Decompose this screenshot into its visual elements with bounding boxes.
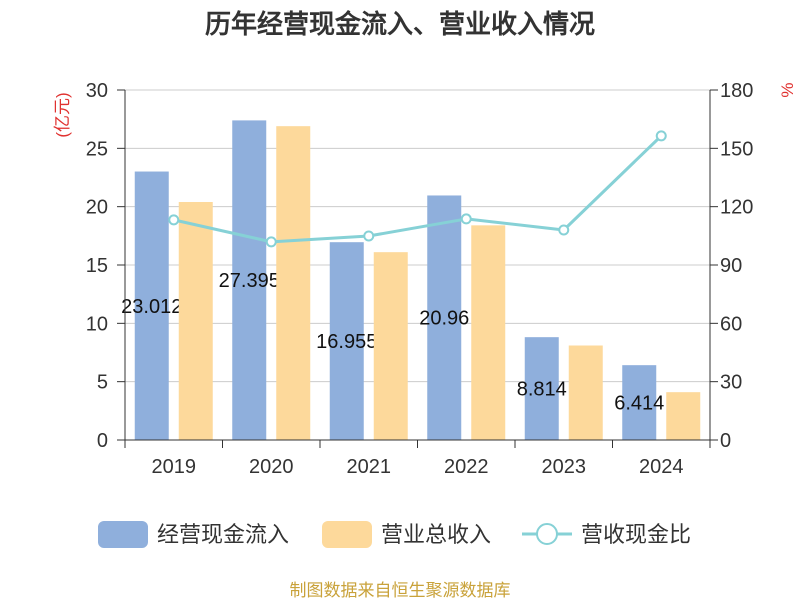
ratio-line-series: [168, 130, 667, 248]
ratio-point-2022: [460, 213, 472, 225]
right-axis-tick-label: 60: [720, 313, 742, 335]
bar-cash-inflow-2020: [232, 120, 267, 441]
bar-revenue-2022: [471, 225, 506, 440]
data-label-cash-inflow-2022: 20.96: [419, 308, 469, 330]
gridlines: [125, 89, 710, 383]
data-label-cash-inflow-2019: 23.012: [121, 296, 182, 318]
right-axis-tick-label: 0: [720, 430, 731, 452]
x-axis-tick-label: 2022: [444, 456, 489, 478]
left-axis-tick-label: 30: [86, 80, 108, 102]
left-axis-tick-label: 15: [86, 255, 108, 277]
bar-revenue-2019: [178, 202, 213, 440]
ratio-point-2024: [655, 130, 667, 142]
right-axis-tick-label: 30: [720, 372, 742, 394]
ratio-point-2019: [168, 214, 180, 226]
right-axis-tick-label: 120: [720, 197, 753, 219]
left-axis-tick-label: 20: [86, 197, 108, 219]
right-axis-tick-label: 90: [720, 255, 742, 277]
legend-label-revenue: 营业总收入: [381, 522, 491, 547]
x-axis-tick-label: 2019: [152, 456, 197, 478]
left-axis-tick-label: 25: [86, 138, 108, 160]
bar-cash-inflow-2023: [524, 337, 559, 440]
data-label-cash-inflow-2021: 16.955: [316, 331, 377, 353]
ratio-line: [173, 134, 663, 244]
cash-inflow-data-labels: 23.012 27.395 16.955 20.96 8.814 6.414: [121, 270, 664, 414]
chart-title: 历年经营现金流入、营业收入情况: [205, 9, 595, 39]
legend-swatch-revenue: [322, 521, 372, 548]
bar-cash-inflow-2024: [622, 365, 657, 440]
left-axis-tick-label: 10: [86, 313, 108, 335]
right-axis-tick-label: 180: [720, 80, 753, 102]
legend-label-ratio: 营收现金比: [581, 522, 691, 547]
data-label-cash-inflow-2020: 27.395: [219, 270, 280, 292]
axes: 0 5 10 15 20 25 30 0 30 60 90 120 150 180 2019 2020 2021…: [86, 80, 754, 478]
legend-swatch-cash-inflow: [98, 521, 148, 548]
data-label-cash-inflow-2023: 8.814: [517, 379, 567, 401]
ratio-point-2020: [265, 236, 277, 248]
cash-inflow-bars: [134, 120, 657, 441]
x-axis-tick-label: 2023: [542, 456, 587, 478]
bar-revenue-2021: [373, 252, 408, 440]
legend-item-revenue[interactable]: 营业总收入: [322, 521, 491, 548]
legend: 经营现金流入 营业总收入 营收现金比: [98, 521, 691, 548]
bar-cash-inflow-2022: [427, 195, 462, 440]
bar-cash-inflow-2021: [329, 242, 364, 440]
x-axis-tick-label: 2024: [639, 456, 684, 478]
bar-revenue-2020: [276, 126, 311, 441]
source-footer: 制图数据来自恒生聚源数据库: [290, 581, 511, 600]
left-axis-tick-label: 5: [97, 372, 108, 394]
bar-revenue-2023: [568, 345, 603, 440]
right-axis-title: %: [778, 82, 797, 97]
ratio-point-2021: [363, 230, 375, 242]
ratio-point-2023: [558, 224, 570, 236]
x-axis-tick-label: 2021: [347, 456, 392, 478]
x-axis-tick-label: 2020: [249, 456, 294, 478]
legend-item-ratio[interactable]: 营收现金比: [522, 522, 691, 547]
right-axis-tick-label: 150: [720, 138, 753, 160]
data-label-cash-inflow-2024: 6.414: [614, 393, 664, 415]
bar-revenue-2024: [666, 392, 701, 440]
left-axis-title: (亿元): [53, 92, 72, 137]
legend-item-cash-inflow[interactable]: 经营现金流入: [98, 521, 289, 548]
legend-label-cash-inflow: 经营现金流入: [157, 522, 289, 547]
left-axis-tick-label: 0: [97, 430, 108, 452]
revenue-bars: [178, 126, 701, 441]
legend-swatch-ratio-marker: [536, 523, 558, 545]
bar-cash-inflow-2019: [134, 171, 169, 440]
